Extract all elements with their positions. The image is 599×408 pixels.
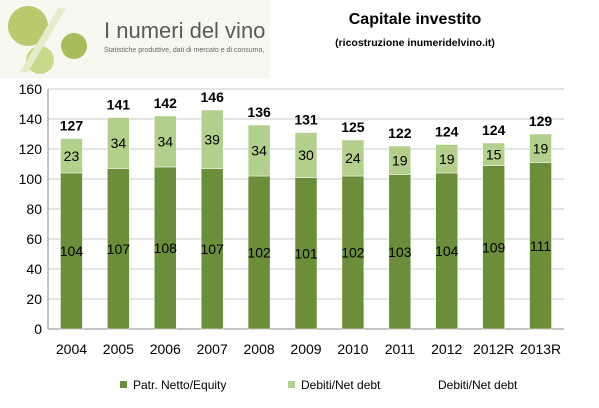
data-label: 104: [435, 243, 459, 259]
bar-segment: [482, 142, 505, 166]
x-tick-label: 2008: [244, 341, 275, 357]
total-label: 125: [341, 119, 365, 135]
bar-segment: [529, 133, 552, 163]
data-label: 111: [530, 238, 551, 254]
legend-label: Patr. Netto/Equity: [133, 378, 226, 392]
x-tick-label: 2006: [150, 341, 181, 357]
data-label: 107: [201, 241, 225, 257]
total-label: 142: [154, 95, 178, 111]
data-label: 103: [388, 244, 412, 260]
x-tick-label: 2009: [290, 341, 321, 357]
bar-segment: [294, 132, 318, 178]
y-tick-label: 0: [34, 321, 42, 337]
data-label: 34: [111, 135, 127, 151]
x-tick-label: 2005: [103, 341, 134, 357]
y-axis-ticks: 0 20 40 60 80 100 120 140 160: [19, 81, 43, 337]
total-label: 141: [107, 97, 131, 113]
data-label: 15: [486, 146, 502, 162]
total-label: 146: [201, 89, 225, 105]
y-tick-label: 60: [26, 231, 42, 247]
legend-label: Debiti/Net debt: [438, 378, 518, 392]
legend-swatch: [288, 381, 295, 388]
bar-segment: [60, 138, 83, 174]
data-label: 30: [298, 147, 314, 163]
site-tagline: Statistiche produttive, dati di mercato …: [104, 47, 264, 54]
data-label: 101: [294, 245, 318, 261]
x-tick-label: 2004: [56, 341, 87, 357]
legend-label: Debiti/Net debt: [301, 378, 381, 392]
x-axis-ticks: 2004 2005 2006 2007 2008 2009 2010 2011 2012 2012…: [56, 341, 561, 357]
y-tick-label: 80: [26, 201, 42, 217]
bar-segment: [388, 145, 412, 175]
legend-swatch: [120, 381, 127, 388]
site-name: I numeri del vino: [104, 18, 265, 43]
site-logo: I numeri del vino Statistiche produttive…: [0, 0, 270, 78]
total-label: 127: [60, 118, 84, 134]
total-label: 122: [388, 125, 412, 141]
bars: 104 23 127 107 34 141 108 34 142 107 39 146 102 34 136…: [60, 89, 553, 330]
total-label: 129: [529, 113, 553, 129]
x-tick-label: 2011: [385, 341, 415, 357]
bar-segment: [154, 115, 177, 168]
y-tick-label: 160: [19, 81, 43, 97]
data-label: 24: [345, 150, 361, 166]
total-label: 136: [247, 104, 271, 120]
total-label: 131: [294, 112, 318, 128]
grape-logo-icon: [8, 6, 87, 74]
bar-segment: [107, 117, 130, 169]
data-label: 19: [533, 140, 549, 156]
data-label: 19: [392, 152, 408, 168]
data-label: 34: [251, 143, 267, 159]
chart-title: Capitale investito: [349, 11, 482, 28]
data-label: 108: [154, 240, 178, 256]
y-tick-label: 100: [19, 171, 43, 187]
total-label: 124: [435, 124, 459, 140]
data-label: 39: [204, 131, 220, 147]
x-tick-label: 2012: [431, 341, 462, 357]
x-tick-label: 2010: [337, 341, 368, 357]
x-tick-label: 2013R: [520, 341, 561, 357]
x-tick-label: 2007: [197, 341, 228, 357]
bar-segment: [247, 124, 271, 177]
chart-subtitle: (ricostruzione inumeridelvino.it): [335, 37, 495, 49]
data-label: 34: [157, 134, 173, 150]
bar-segment: [200, 109, 224, 169]
data-label: 107: [107, 241, 131, 257]
y-tick-label: 140: [19, 111, 43, 127]
bar-segment: [435, 144, 458, 174]
y-tick-label: 20: [26, 291, 42, 307]
data-label: 23: [64, 148, 80, 164]
y-tick-label: 40: [26, 261, 42, 277]
data-label: 19: [439, 151, 455, 167]
total-label: 124: [482, 122, 506, 138]
data-label: 102: [247, 245, 271, 261]
data-label: 109: [482, 239, 506, 255]
data-label: 104: [60, 243, 84, 259]
legend: Patr. Netto/Equity Debiti/Net debt Debiti/…: [120, 378, 518, 392]
y-tick-label: 120: [19, 141, 43, 157]
x-tick-label: 2012R: [473, 341, 514, 357]
data-label: 102: [341, 245, 365, 261]
bar-segment: [341, 139, 365, 177]
